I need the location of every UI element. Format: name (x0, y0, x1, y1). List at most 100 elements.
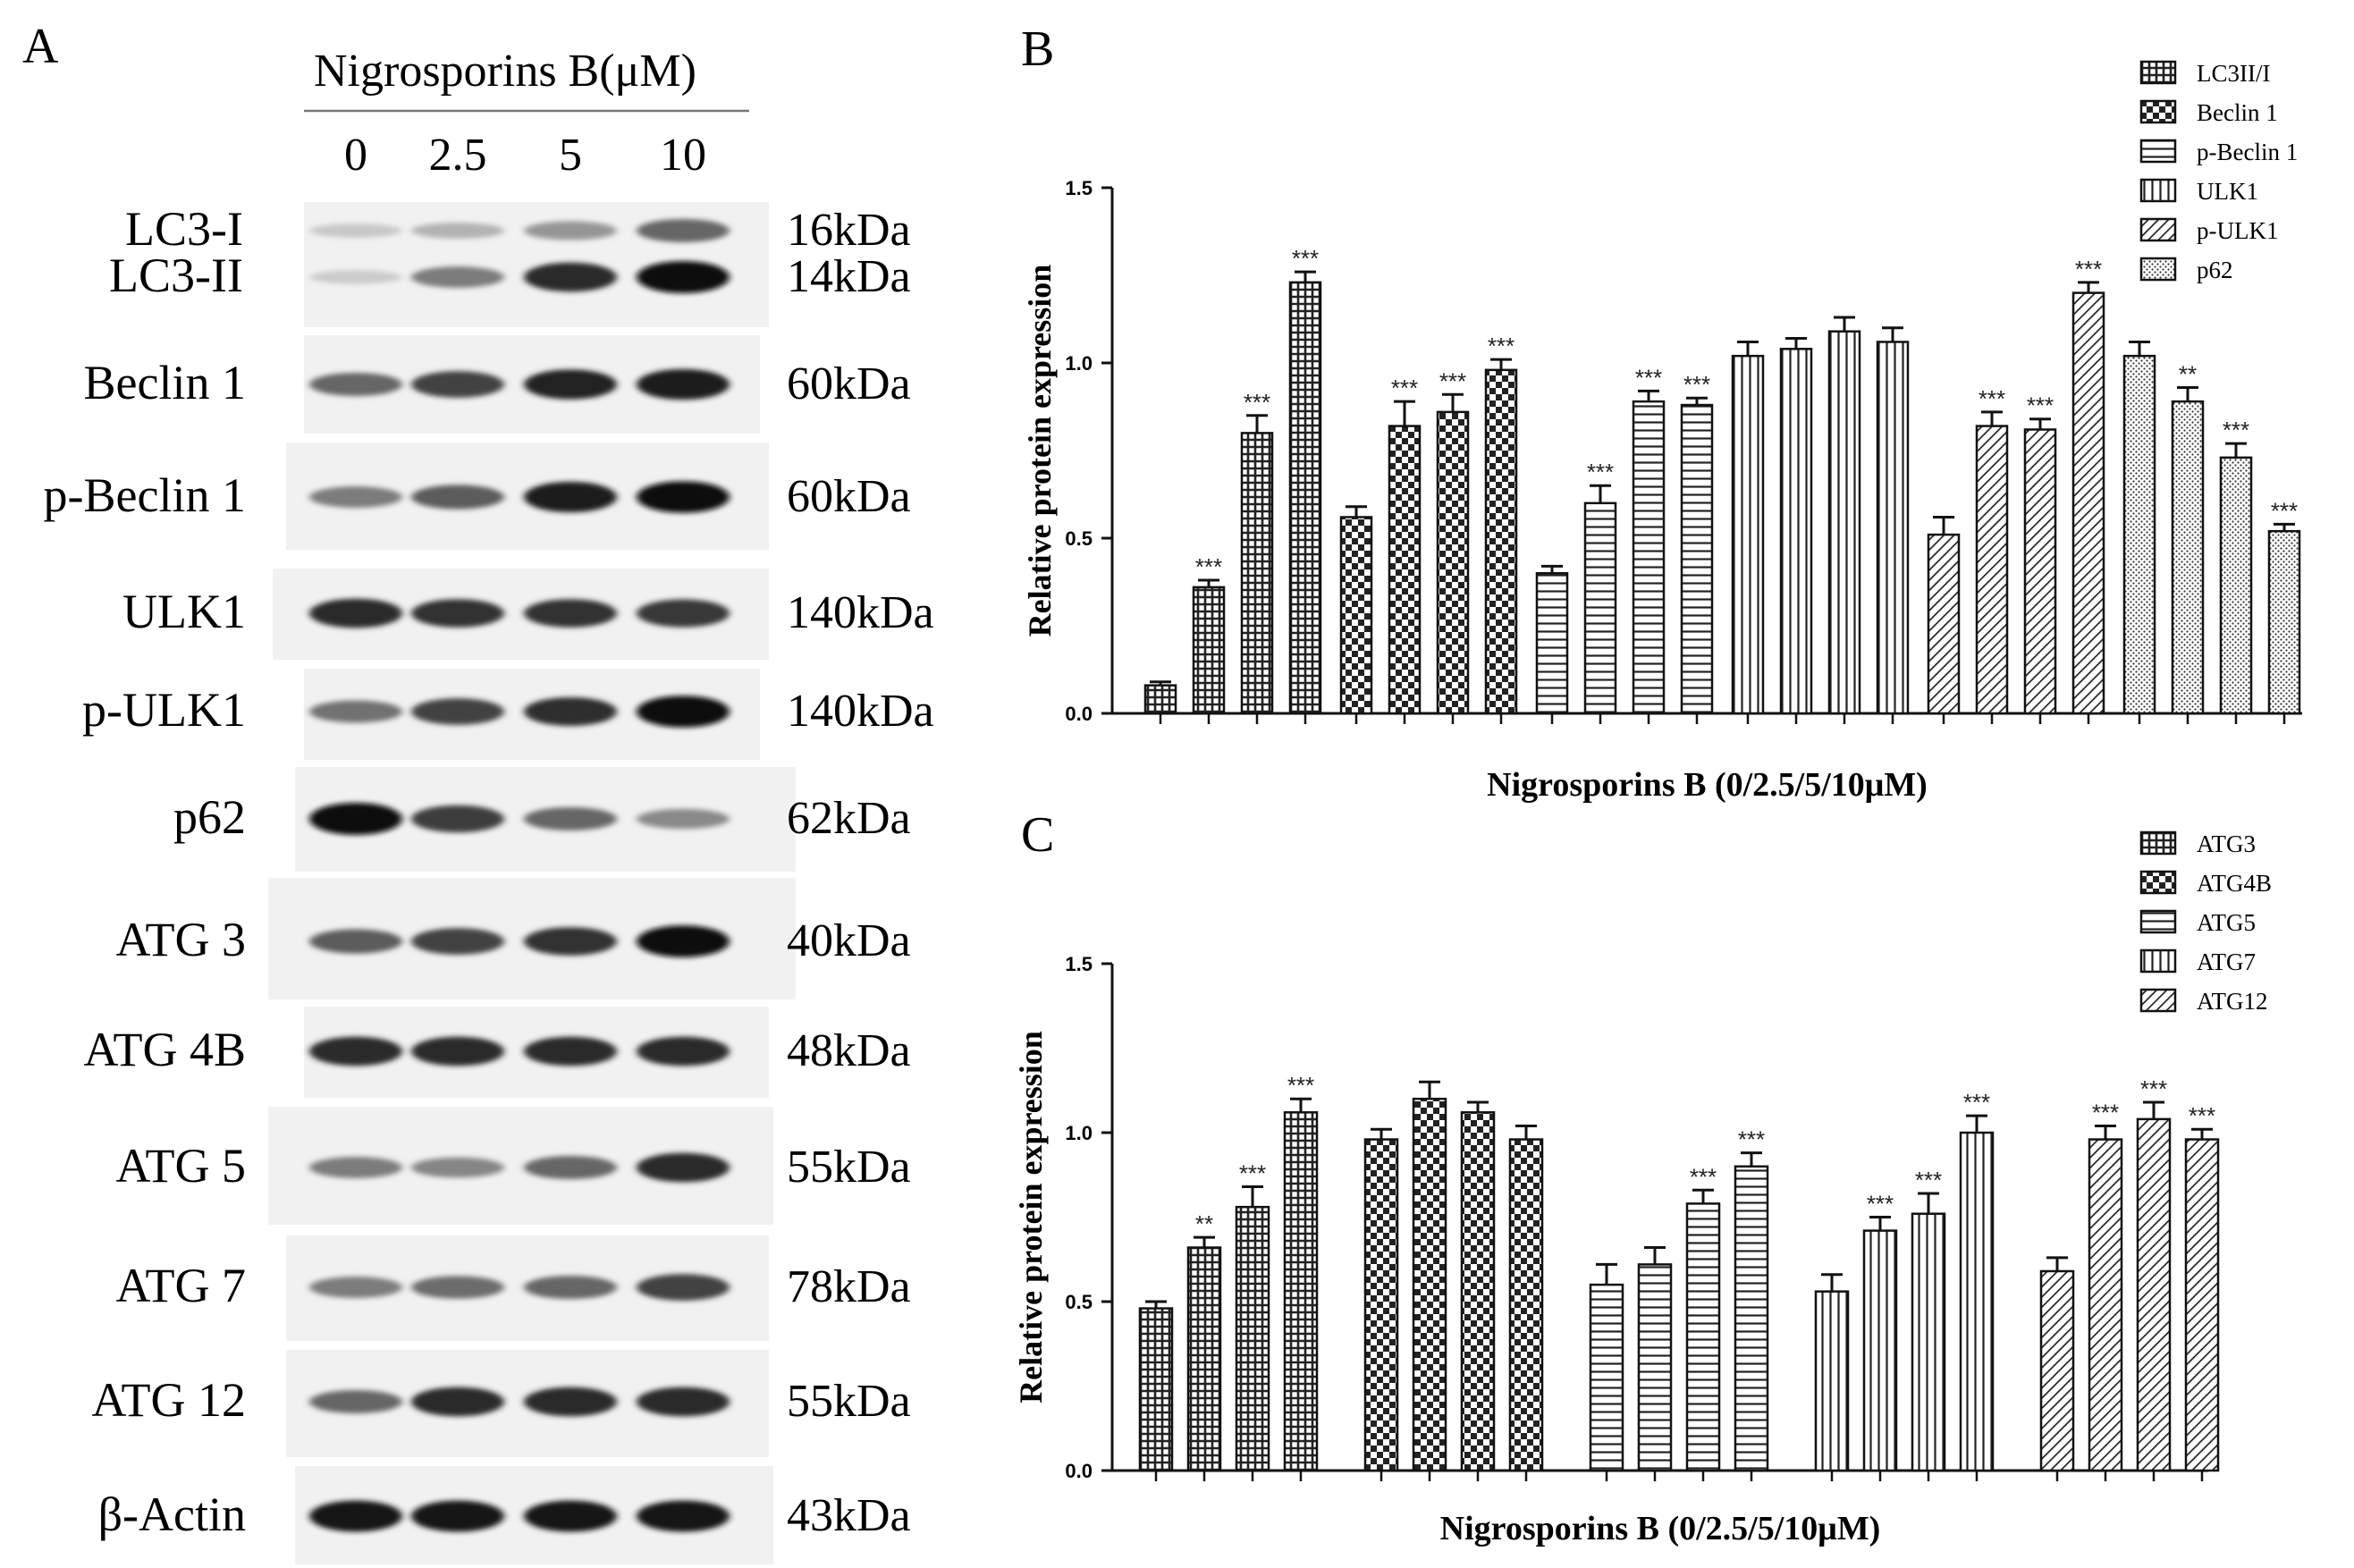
bar (2219, 456, 2253, 715)
legend-item: p-ULK1 (2139, 217, 2278, 244)
bar (1143, 684, 1177, 715)
legend-swatch (2139, 909, 2177, 934)
bar-series: *** *** *** (1814, 1089, 1995, 1481)
significance-label: ** (2179, 360, 2197, 387)
bar-series: *** *** *** (1339, 333, 1518, 724)
panel-c-letter: C (1021, 807, 1054, 863)
significance-label: *** (1867, 1191, 1894, 1218)
legend-swatch (2139, 830, 2177, 856)
legend-item: ULK1 (2139, 178, 2258, 205)
significance-label: *** (1439, 367, 1466, 394)
significance-label: *** (2092, 1099, 2119, 1125)
chart-c-plot: 0.0 0.5 1.0 1.5 Relative protein expression N… (1013, 830, 2272, 1547)
significance-label: *** (2223, 417, 2249, 443)
legend-swatch (2139, 257, 2177, 282)
legend-label: p-ULK1 (2197, 217, 2278, 244)
blot-row: β-Actin 43kDa (98, 1488, 911, 1541)
significance-label: *** (1635, 364, 1662, 391)
protein-label: ATG 3 (116, 913, 247, 966)
y-tick-label: 0.5 (1065, 527, 1093, 550)
legend-label: Beclin 1 (2197, 99, 2278, 126)
legend-label: ATG4B (2197, 870, 2272, 897)
blot-band (637, 218, 730, 243)
blot-band (524, 221, 617, 240)
blot-band (524, 481, 617, 513)
bar (2267, 529, 2301, 715)
legend-swatch (2139, 988, 2177, 1013)
legend-label: p62 (2197, 257, 2233, 283)
legend-swatch (2139, 99, 2177, 124)
legend-label: ATG5 (2197, 909, 2256, 936)
blot-band (309, 1157, 402, 1178)
concentration-label: 10 (660, 130, 706, 181)
blot-band (524, 599, 617, 628)
protein-label: p62 (173, 790, 246, 844)
bar (1734, 1165, 1769, 1472)
legend-swatch (2139, 948, 2177, 974)
bar-series: *** *** *** (2039, 1075, 2220, 1481)
bar (1363, 1138, 1399, 1472)
blot-band (637, 261, 730, 293)
bar (1632, 400, 1666, 715)
blot-band (411, 1036, 504, 1066)
kda-label: 40kDa (787, 915, 911, 966)
y-tick-label: 0.5 (1065, 1291, 1093, 1313)
bar (2171, 400, 2205, 715)
bar (2088, 1138, 2123, 1472)
significance-label: *** (2027, 392, 2054, 419)
blot-band (524, 806, 617, 831)
blot-band (524, 1275, 617, 1300)
bar (1192, 586, 1226, 715)
legend: LC3II/I Beclin 1 p-Beclin 1 ULK1 p-ULK1 p62 (2139, 60, 2298, 283)
significance-label: ** (1195, 1210, 1213, 1237)
blot-band (637, 368, 730, 400)
blot-row: p-ULK1 140kDa (82, 683, 934, 737)
significance-label: *** (1239, 1159, 1266, 1186)
blot-band (411, 223, 504, 239)
legend-item: ATG7 (2139, 948, 2256, 975)
significance-label: *** (1488, 333, 1514, 359)
panel-c-chart: C 0.0 0.5 1.0 1.5 Relative protein expressio… (1013, 807, 2272, 1547)
bar-series (1363, 1080, 1544, 1481)
y-tick-label: 1.0 (1065, 1122, 1093, 1144)
bar (1339, 516, 1373, 715)
kda-label: 14kDa (787, 251, 911, 302)
bar (1412, 1097, 1447, 1472)
kda-label: 55kDa (787, 1376, 911, 1427)
bar (1827, 330, 1861, 715)
panel-a-letter: A (22, 19, 59, 74)
blot-band (637, 695, 730, 728)
significance-label: *** (1292, 245, 1319, 272)
blot-band (411, 266, 504, 288)
blot-band (524, 927, 617, 956)
blot-band (309, 803, 402, 835)
bar (1283, 1111, 1319, 1472)
blot-band (637, 925, 730, 957)
blot-band (411, 485, 504, 510)
panel-b-chart: B 0.0 0.5 1.0 1.5 Relative protein expressio… (1021, 21, 2302, 804)
bar (2039, 1269, 2075, 1472)
y-tick-label: 1.5 (1065, 177, 1093, 199)
significance-label: *** (1195, 553, 1222, 580)
blot-band (411, 371, 504, 398)
bar (1959, 1131, 1995, 1472)
legend-label: ULK1 (2197, 178, 2258, 205)
kda-label: 62kDa (787, 793, 911, 844)
bar (1862, 1229, 1898, 1472)
bar-series: *** *** *** (1143, 245, 1322, 724)
bar (1583, 502, 1617, 715)
significance-label: *** (2271, 497, 2298, 524)
bar (1388, 425, 1422, 715)
legend-item: ATG5 (2139, 909, 2256, 936)
blot-band (309, 1277, 402, 1298)
x-axis-label: Nigrosporins B (0/2.5/5/10μM) (1487, 766, 1928, 804)
blot-band (309, 486, 402, 508)
legend-item: ATG12 (2139, 988, 2268, 1015)
blot-band (524, 1387, 617, 1417)
bar (2122, 354, 2156, 715)
legend-swatch (2139, 60, 2177, 85)
blot-band (411, 1500, 504, 1532)
blot-band (524, 1155, 617, 1180)
bar-series: *** *** *** (1927, 256, 2105, 724)
